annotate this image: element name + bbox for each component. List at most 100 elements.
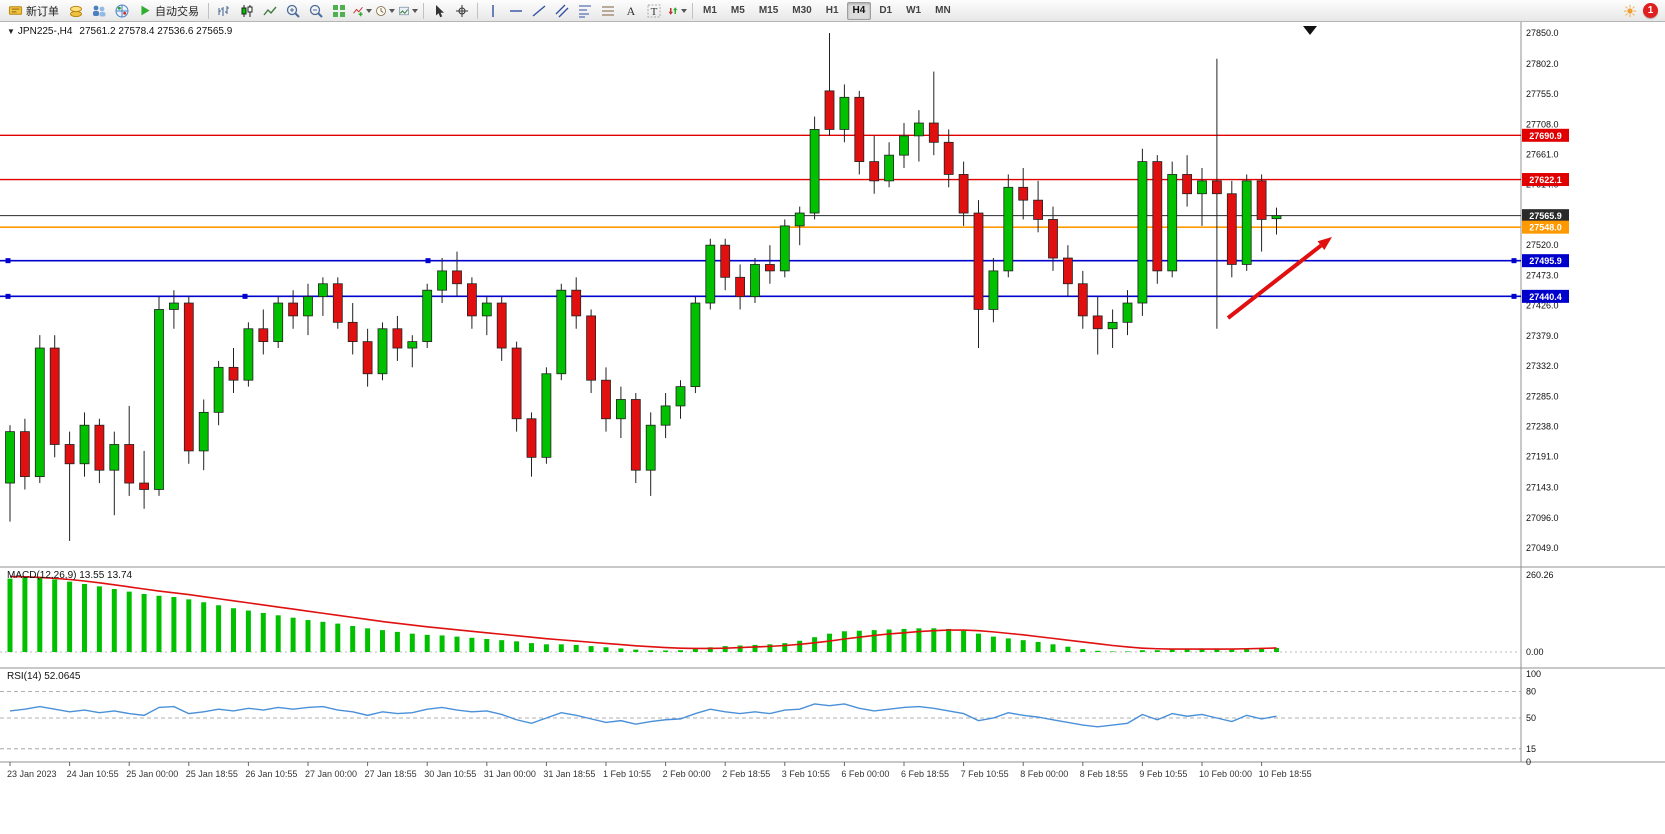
- candle: [1077, 283, 1088, 317]
- lines-tool-button[interactable]: [597, 1, 619, 21]
- candle: [19, 431, 30, 478]
- timeframe-button-m15[interactable]: M15: [753, 2, 784, 20]
- line-handle[interactable]: [1511, 258, 1517, 264]
- time-axis-label: 31 Jan 18:55: [543, 769, 595, 779]
- line-handle[interactable]: [1511, 293, 1517, 299]
- horizontal-line-tool-button[interactable]: [505, 1, 527, 21]
- candle: [1063, 257, 1073, 285]
- candle: [869, 161, 880, 182]
- timeframe-button-h4[interactable]: H4: [846, 1, 872, 20]
- text-tool-button[interactable]: A: [620, 1, 642, 21]
- candle: [1107, 321, 1118, 330]
- chart-area[interactable]: 27850.027802.027755.027708.027661.027614…: [0, 22, 1665, 834]
- timeframe-button-w1[interactable]: W1: [900, 2, 927, 20]
- candle: [526, 418, 537, 458]
- candle: [213, 366, 224, 413]
- candle: [273, 302, 284, 343]
- timeframe-button-d1[interactable]: D1: [873, 2, 898, 20]
- line-handle[interactable]: [5, 258, 11, 264]
- macd-signal-line: [9, 575, 1277, 650]
- indicators-button[interactable]: [351, 1, 373, 21]
- fibonacci-tool-button[interactable]: [574, 1, 596, 21]
- price-tag: [1522, 209, 1569, 223]
- price-tag-label: 27440.4: [1529, 292, 1562, 302]
- timeframe-button-mn[interactable]: MN: [929, 2, 957, 20]
- market-watch-button[interactable]: [65, 1, 87, 21]
- timeframe-button-m30[interactable]: M30: [786, 2, 817, 20]
- auto-trading-play-icon: [139, 4, 152, 17]
- line-handle[interactable]: [425, 258, 431, 264]
- separator: [477, 2, 478, 19]
- symbol-timeframe-text: JPN225-,H4: [17, 26, 73, 37]
- crosshair-button[interactable]: [451, 1, 473, 21]
- zoom-out-button[interactable]: [305, 1, 327, 21]
- navigator-button[interactable]: [111, 1, 133, 21]
- triangle-marker-icon[interactable]: [1303, 26, 1317, 35]
- cursor-button[interactable]: [428, 1, 450, 21]
- candle: [988, 270, 999, 310]
- template-image-icon: [399, 6, 409, 15]
- candle: [1212, 180, 1222, 195]
- price-axis-label: 27661.0: [1526, 150, 1559, 160]
- price-tag-label: 27622.1: [1529, 175, 1562, 185]
- line-handle[interactable]: [242, 293, 248, 299]
- price-axis-label: 27238.0: [1526, 421, 1559, 431]
- candle: [824, 90, 835, 130]
- vertical-line-tool-button[interactable]: [482, 1, 504, 21]
- candle: [198, 411, 209, 452]
- channel-tool-button[interactable]: [551, 1, 573, 21]
- timeframe-button-m1[interactable]: M1: [697, 2, 723, 20]
- candle: [1271, 215, 1282, 220]
- candle: [347, 321, 358, 343]
- auto-trading-button[interactable]: 自动交易: [134, 1, 204, 21]
- candle: [1122, 302, 1133, 323]
- annotation-arrow[interactable]: [1226, 244, 1323, 320]
- rsi-axis-label: 100: [1526, 669, 1541, 679]
- time-axis-label: 6 Feb 00:00: [841, 769, 889, 779]
- data-window-button[interactable]: [88, 1, 110, 21]
- tile-windows-button[interactable]: [328, 1, 350, 21]
- indicators-icon: [353, 6, 363, 16]
- candle: [1167, 174, 1178, 272]
- candle: [79, 424, 90, 465]
- periods-button[interactable]: [374, 1, 396, 21]
- rsi-indicator-label: RSI(14) 52.0645: [7, 671, 81, 682]
- rsi-axis-label: 80: [1526, 687, 1536, 697]
- candle: [958, 174, 969, 214]
- zoom-in-button[interactable]: [282, 1, 304, 21]
- price-axis-label: 27285.0: [1526, 391, 1559, 401]
- candle: [139, 482, 150, 490]
- candle: [914, 122, 924, 137]
- templates-button[interactable]: [397, 1, 419, 21]
- symbol-marker-icon[interactable]: ▼: [7, 27, 15, 36]
- line-handle[interactable]: [5, 293, 11, 299]
- trendline-tool-button[interactable]: [528, 1, 550, 21]
- candle: [332, 283, 343, 323]
- horizontal-line-icon: [510, 9, 522, 12]
- candle: [720, 244, 731, 278]
- line-chart-button[interactable]: [259, 1, 281, 21]
- toolbar-status-icon[interactable]: [1623, 4, 1637, 18]
- candlestick-chart-button[interactable]: [236, 1, 258, 21]
- chevron-down-icon: [412, 8, 418, 13]
- macd-indicator-label: MACD(12,26,9) 13.55 13.74: [7, 570, 133, 581]
- price-chart[interactable]: 27850.027802.027755.027708.027661.027614…: [0, 22, 1665, 834]
- vertical-line-icon: [492, 4, 494, 17]
- candle: [705, 244, 716, 304]
- timeframe-button-h1[interactable]: H1: [820, 2, 845, 20]
- price-axis-label: 27426.0: [1526, 301, 1559, 311]
- timeframe-button-m5[interactable]: M5: [725, 2, 751, 20]
- chevron-down-icon: [681, 8, 687, 13]
- candle: [1003, 186, 1014, 272]
- notification-badge[interactable]: 1: [1643, 3, 1658, 18]
- time-axis-label: 25 Jan 18:55: [186, 769, 238, 779]
- price-tag-label: 27690.9: [1529, 131, 1562, 141]
- arrows-tool-button[interactable]: [666, 1, 688, 21]
- bar-chart-button[interactable]: [213, 1, 235, 21]
- chart-symbol-label: ▼ JPN225-,H4 27561.2 27578.4 27536.6 27565…: [7, 26, 232, 37]
- new-order-button[interactable]: 新订单: [3, 1, 64, 21]
- label-icon: T: [647, 4, 661, 18]
- candle: [586, 315, 596, 381]
- label-tool-button[interactable]: T: [643, 1, 665, 21]
- price-axis-label: 27096.0: [1526, 513, 1559, 523]
